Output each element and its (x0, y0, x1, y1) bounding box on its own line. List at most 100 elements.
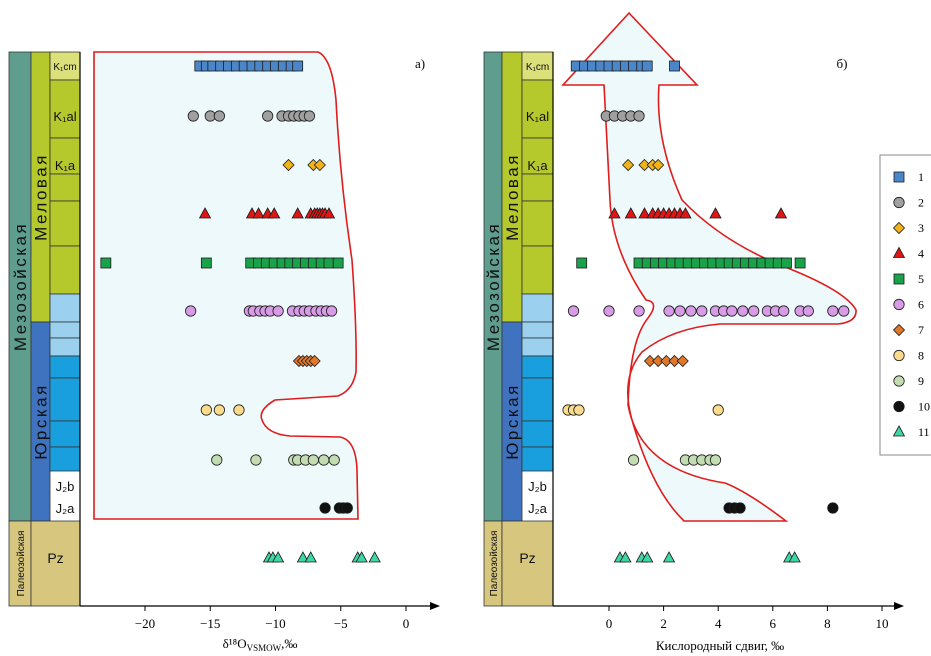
panel-b: K₁cmK₁alK₁aK₁gK₁vK₁bJ₃vJ₃kmJ₃oJ₂kJ₂btJ₂b… (483, 11, 904, 653)
data-point-11 (619, 551, 632, 563)
data-point-4 (774, 207, 788, 219)
stage-label-Pz: Pz (519, 550, 535, 566)
stage-label-J2b: J₂b (56, 479, 75, 494)
data-point-11 (296, 551, 310, 563)
legend-label-8: 8 (918, 349, 924, 363)
stage-label-K1al: K₁al (53, 109, 76, 124)
data-point-2 (187, 110, 199, 122)
data-point-5 (200, 257, 212, 269)
data-point-6 (185, 305, 197, 317)
legend-label-10: 10 (918, 400, 930, 414)
stage-cell-K1g (521, 173, 554, 202)
data-point-11 (304, 551, 317, 563)
x-tick-label: −10 (265, 616, 285, 631)
strat-column: K₁cmK₁alK₁aK₁gK₁vK₁bJ₃vJ₃kmJ₃oJ₂kJ₂btJ₂b… (483, 51, 554, 607)
data-point-6 (603, 305, 615, 317)
stage-label-J2b: J₂b (528, 479, 547, 494)
data-point-6 (748, 305, 760, 317)
stage-cell-K1cm (49, 51, 81, 81)
stage-label-J2a: J₂a (528, 501, 548, 516)
data-point-6 (838, 305, 850, 317)
data-point-4 (268, 207, 281, 219)
x-tick-label: 0 (606, 616, 613, 631)
data-point-10 (319, 502, 331, 514)
data-point-7 (643, 354, 657, 368)
data-point-10 (341, 502, 353, 514)
x-tick-label: 0 (403, 616, 410, 631)
data-point-6 (726, 305, 738, 317)
data-point-7 (652, 354, 665, 368)
data-point-9 (318, 454, 330, 466)
legend-label-5: 5 (918, 272, 924, 286)
data-point-9 (307, 454, 319, 466)
period-label-cretaceous: Меловая (32, 153, 51, 241)
data-envelope (93, 51, 359, 520)
legend-marker-4 (892, 246, 906, 258)
data-point-8 (712, 404, 724, 416)
data-point-2 (262, 110, 274, 122)
data-point-9 (211, 454, 223, 466)
legend-label-4: 4 (918, 247, 924, 261)
data-point-7 (660, 354, 673, 368)
data-point-4 (624, 207, 638, 219)
data-point-3 (638, 158, 651, 172)
stage-cell-J3km (521, 321, 554, 339)
legend-label-1: 1 (918, 170, 924, 184)
stage-cell-K1b (521, 245, 554, 295)
panel-a: K₁cmK₁alK₁aK₁gK₁vK₁bJ₃vJ₃kmJ₃oJ₂kJ₂btJ₂b… (8, 51, 440, 653)
data-point-6 (737, 305, 749, 317)
data-point-4 (638, 207, 651, 219)
stage-cell-J3o (521, 337, 554, 357)
data-point-4 (679, 207, 692, 219)
stage-cell-J2bt (49, 377, 81, 422)
x-axis-arrow (894, 602, 904, 610)
legend-marker-2 (893, 196, 905, 209)
period-paleozoic-bar (501, 520, 554, 607)
x-axis-arrow (430, 602, 440, 610)
data-point-1 (641, 60, 653, 72)
legend-marker-9 (893, 375, 905, 387)
stage-cell-K1v (521, 200, 554, 247)
stage-cell-J2k (49, 355, 81, 379)
x-tick-label: 4 (715, 616, 722, 631)
period-paleozoic-bar (30, 520, 81, 607)
data-point-2 (633, 110, 645, 122)
data-point-10 (734, 502, 746, 514)
data-point-2 (213, 110, 225, 122)
x-axis-title: Кислородный сдвиг, ‰ (656, 638, 784, 653)
data-point-5 (576, 257, 588, 269)
data-point-5 (323, 257, 335, 269)
data-point-3 (622, 158, 635, 172)
data-point-6 (326, 305, 338, 317)
x-tick-label: 6 (770, 616, 777, 631)
legend-label-6: 6 (918, 298, 924, 312)
stage-label-K1cm: K₁cm (526, 62, 549, 73)
legend-marker-8 (893, 349, 905, 362)
strat-column: K₁cmK₁alK₁aK₁gK₁vK₁bJ₃vJ₃kmJ₃oJ₂kJ₂btJ₂b… (8, 51, 81, 607)
stage-cell-J2b (49, 420, 81, 448)
data-point-6 (674, 305, 686, 317)
panel-label: а) (415, 56, 425, 71)
data-point-4 (252, 207, 265, 219)
stage-cell-K1b (49, 245, 81, 295)
legend-marker-7 (892, 323, 906, 337)
era-label-mesozoic: Мезозойская (11, 222, 30, 351)
legend-marker-10 (893, 400, 905, 413)
stage-label-K1a: K₁a (55, 158, 76, 173)
x-tick-label: −5 (334, 616, 348, 631)
data-point-8 (213, 404, 225, 416)
era-label-mesozoic: Мезозойская (484, 222, 503, 351)
data-point-2 (303, 110, 316, 122)
data-point-9 (627, 454, 640, 466)
data-point-3 (652, 158, 665, 172)
stage-label-K1al: K₁al (526, 109, 549, 124)
data-point-8 (573, 404, 585, 416)
legend-marker-11 (892, 425, 906, 437)
data-point-6 (696, 305, 708, 317)
data-point-11 (788, 551, 801, 563)
data-point-4 (608, 207, 621, 219)
x-tick-label: −20 (135, 616, 155, 631)
period-label-jurassic: Юрская (32, 383, 51, 460)
legend-label-3: 3 (918, 221, 924, 235)
